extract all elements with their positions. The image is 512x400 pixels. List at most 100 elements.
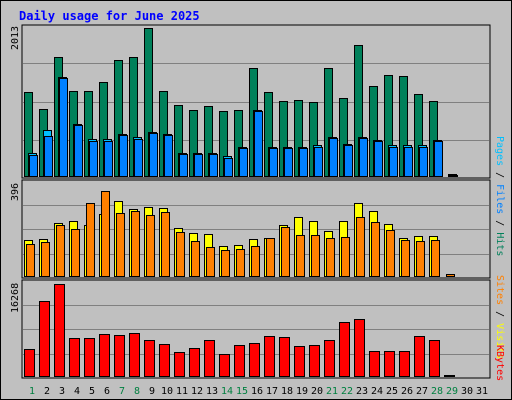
hits-panel-bar-pages-day-3 — [59, 78, 68, 177]
kbytes-panel-bar-kbytes-day-3 — [54, 284, 65, 377]
visits-panel-bar-sites-day-24 — [371, 222, 380, 277]
label-sites: Sites — [494, 275, 505, 305]
hits-panel-bar-pages-day-6 — [104, 141, 113, 177]
visits-panel-bar-sites-day-3 — [56, 225, 65, 277]
label-sep-3: / — [494, 305, 505, 323]
hits-panel-bar-pages-day-17 — [269, 148, 278, 177]
kbytes-panel-bar-kbytes-day-8 — [129, 333, 140, 377]
x-axis-day-label-27: 27 — [416, 386, 428, 397]
x-axis-day-label-13: 13 — [206, 386, 218, 397]
x-axis-day-labels: 1 2 3 4 5 6 7 8 9 10 11 12 13 14 15 16 17 18 19 20 21 22 23 24 2… — [29, 386, 488, 397]
visits-panel-bar-sites-day-16 — [251, 246, 260, 277]
x-axis-day-label-1: 1 — [29, 386, 35, 397]
hits-panel-bar-pages-day-2 — [44, 136, 53, 177]
kbytes-panel-bar-kbytes-day-12 — [189, 348, 200, 377]
kbytes-panel-bar-kbytes-day-10 — [159, 344, 170, 377]
visits-panel-bar-sites-day-26 — [401, 240, 410, 277]
kbytes-panel-bar-kbytes-day-6 — [99, 334, 110, 377]
x-axis-day-label-22: 22 — [341, 386, 353, 397]
x-axis-day-label-29: 29 — [446, 386, 458, 397]
panel-kbytes-right-label: KBytes — [494, 345, 505, 381]
kbytes-panel-bar-kbytes-day-11 — [174, 352, 185, 377]
hits-panel-bar-pages-day-25 — [389, 147, 398, 177]
hits-panel-bar-pages-day-26 — [404, 147, 413, 177]
kbytes-panel-bar-kbytes-day-1 — [24, 349, 35, 377]
hits-panel-bar-pages-day-29 — [449, 175, 458, 177]
x-axis-day-label-28: 28 — [431, 386, 443, 397]
x-axis-day-label-26: 26 — [401, 386, 413, 397]
visits-panel-bar-sites-day-28 — [431, 240, 440, 277]
hits-panel-bar-pages-day-13 — [209, 154, 218, 177]
label-hits: Hits — [494, 232, 505, 256]
x-axis-day-label-6: 6 — [104, 386, 110, 397]
kbytes-panel-bar-kbytes-day-13 — [204, 340, 215, 377]
visits-panel-bar-sites-day-2 — [41, 242, 50, 277]
kbytes-panel-bar-kbytes-day-20 — [309, 345, 320, 377]
x-axis-day-label-18: 18 — [281, 386, 293, 397]
x-axis-day-label-14: 14 — [221, 386, 233, 397]
panel-hits-bars — [24, 28, 458, 177]
kbytes-panel-bar-kbytes-day-18 — [279, 337, 290, 377]
panel-visits-ymax-label: 396 — [10, 183, 21, 201]
kbytes-panel-bar-kbytes-day-15 — [234, 345, 245, 377]
hits-panel-bar-pages-day-15 — [239, 148, 248, 177]
hits-panel-bar-pages-day-20 — [314, 147, 323, 177]
visits-panel-bar-sites-day-9 — [146, 215, 155, 277]
label-kbytes: KBytes — [494, 345, 505, 381]
visits-panel-bar-sites-day-14 — [221, 250, 230, 277]
x-axis-day-label-3: 3 — [59, 386, 65, 397]
visits-panel-bar-sites-day-5 — [86, 203, 95, 277]
hits-panel-bar-pages-day-1 — [29, 155, 38, 177]
hits-panel-bar-pages-day-9 — [149, 133, 158, 177]
kbytes-panel-bar-kbytes-day-7 — [114, 335, 125, 377]
visits-panel-bar-sites-day-4 — [71, 229, 80, 277]
kbytes-panel-bar-kbytes-day-16 — [249, 343, 260, 377]
x-axis-day-label-16: 16 — [251, 386, 263, 397]
visits-panel-bar-sites-day-7 — [116, 213, 125, 277]
hits-panel-bar-pages-day-10 — [164, 135, 173, 177]
kbytes-panel-bar-kbytes-day-4 — [69, 338, 80, 377]
visits-panel-bar-sites-day-11 — [176, 232, 185, 277]
hits-panel-bar-pages-day-11 — [179, 154, 188, 177]
visits-panel-bar-sites-day-29 — [446, 274, 455, 277]
x-axis-day-label-2: 2 — [44, 386, 50, 397]
visits-panel-bar-sites-day-20 — [311, 235, 320, 277]
label-files: Files — [494, 184, 505, 214]
x-axis-day-label-7: 7 — [119, 386, 125, 397]
kbytes-panel-bar-kbytes-day-23 — [354, 319, 365, 377]
hits-panel-bar-pages-day-14 — [224, 158, 233, 177]
hits-panel-bar-pages-day-16 — [254, 111, 263, 177]
x-axis-day-label-23: 23 — [356, 386, 368, 397]
hits-panel-bar-pages-day-7 — [119, 135, 128, 177]
x-axis-day-label-24: 24 — [371, 386, 383, 397]
hits-panel-bar-pages-day-5 — [89, 141, 98, 177]
visits-panel-bar-sites-day-1 — [26, 244, 35, 277]
visits-panel-bar-sites-day-13 — [206, 247, 215, 277]
x-axis-day-label-4: 4 — [74, 386, 80, 397]
panel-kbytes-ymax-label: 16268 — [10, 283, 21, 313]
visits-panel-bar-sites-day-6 — [101, 191, 110, 277]
kbytes-panel-bar-kbytes-day-28 — [429, 340, 440, 377]
x-axis-day-label-20: 20 — [311, 386, 323, 397]
label-sep-1: / — [494, 166, 505, 184]
panel-hits-right-label: Pages / Files / Hits — [494, 136, 505, 256]
kbytes-panel-bar-kbytes-day-14 — [219, 354, 230, 377]
x-axis-day-label-8: 8 — [134, 386, 140, 397]
hits-panel-bar-pages-day-4 — [74, 125, 83, 177]
kbytes-panel-bar-kbytes-day-27 — [414, 336, 425, 377]
x-axis-day-label-9: 9 — [149, 386, 155, 397]
kbytes-panel-bar-kbytes-day-26 — [399, 351, 410, 377]
x-axis-day-label-11: 11 — [176, 386, 188, 397]
kbytes-panel-bar-kbytes-day-25 — [384, 351, 395, 377]
kbytes-panel-bar-kbytes-day-9 — [144, 340, 155, 377]
visits-panel-bar-sites-day-22 — [341, 237, 350, 277]
panel-visits-right-label: Sites / Visits — [494, 275, 505, 359]
visits-panel-bar-sites-day-25 — [386, 230, 395, 277]
kbytes-panel-bar-kbytes-day-24 — [369, 351, 380, 377]
x-axis-day-label-17: 17 — [266, 386, 278, 397]
kbytes-panel-bar-kbytes-day-22 — [339, 322, 350, 377]
x-axis-day-label-31: 31 — [476, 386, 488, 397]
chart-title: Daily usage for June 2025 — [19, 9, 200, 23]
visits-panel-bar-sites-day-15 — [236, 249, 245, 277]
hits-panel-bar-pages-day-18 — [284, 148, 293, 177]
